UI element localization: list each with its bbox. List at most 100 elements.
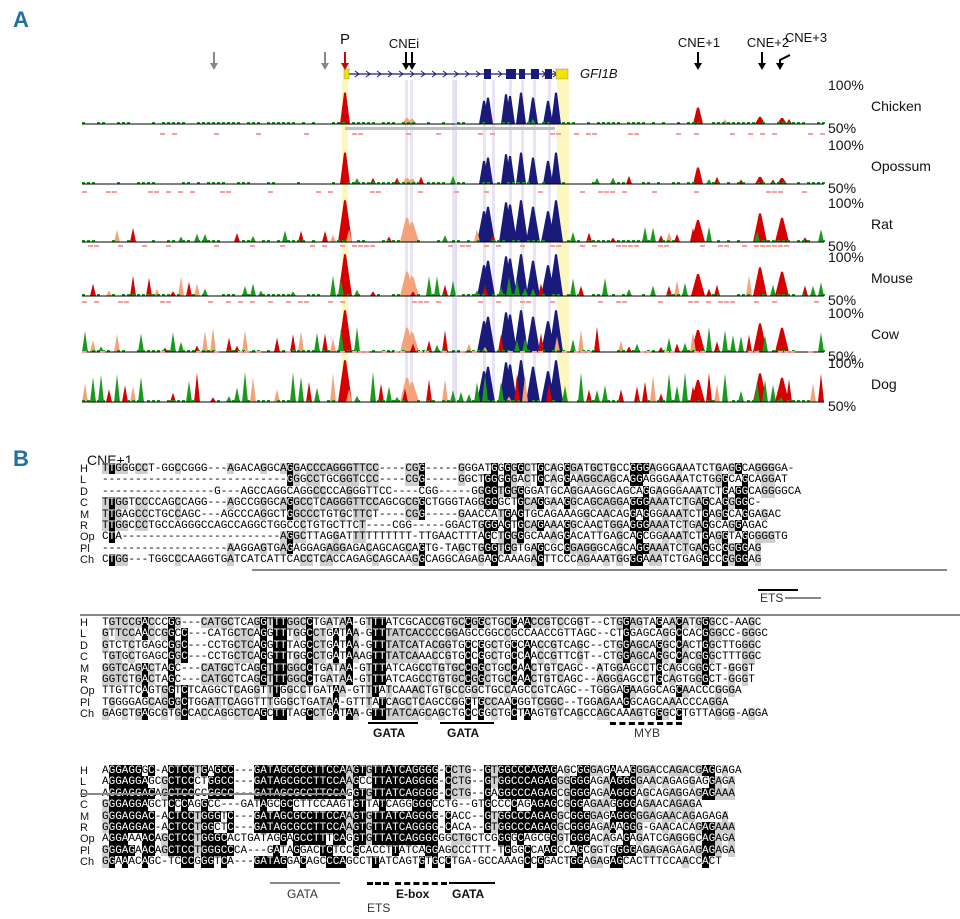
background-peak	[322, 230, 328, 242]
baseline-green	[392, 350, 395, 352]
conserved-element-tick	[418, 301, 423, 303]
background-peak	[450, 175, 456, 184]
alignment-row: H TGTCCGACCCGG---CATGCTCAGGTTTGGCCTGATAA-…	[80, 617, 934, 629]
baseline-green	[507, 400, 510, 402]
baseline-green	[117, 350, 120, 352]
baseline-green	[202, 350, 205, 352]
background-peak	[538, 332, 544, 352]
sequence-text: -------------------AAGGAGTGAGAGGAGAGGAGA…	[102, 542, 762, 555]
alignment-row: M TTGAGCCCTGCCAGC---AGCCCAGGCTGGCCCTGTGCT…	[80, 508, 934, 521]
gene-exon-3	[531, 69, 539, 79]
background-peak	[202, 233, 208, 242]
ets-grey-bar	[785, 597, 821, 599]
conservation-peak	[514, 200, 528, 242]
baseline-green	[82, 182, 85, 184]
baseline-green	[572, 240, 575, 242]
background-peak	[98, 374, 104, 402]
alignment-row: R GGGAGGAC-ACTCCTGGCTC---GATAGCGCCTTCCAAG…	[80, 822, 934, 834]
baseline-green	[217, 240, 220, 242]
background-peak	[522, 338, 528, 352]
alignment-row: Pl GGGAGAACAGCTCCTGGGCCCA---GATAGGACTCTCC…	[80, 844, 934, 857]
baseline-green	[232, 400, 235, 402]
gene-direction-chevron	[442, 70, 448, 78]
sequence-text: TTGGCCCTGCCAGGGCCAGCCAGGCTGGCCCTGTGCTTCT…	[102, 520, 768, 532]
baseline-green	[652, 294, 655, 296]
conserved-element-tick	[256, 351, 261, 353]
marker-cne3: CNE+3	[785, 30, 827, 45]
baseline-green	[727, 240, 730, 242]
baseline-green	[262, 400, 265, 402]
conservation-peak	[503, 258, 517, 296]
conserved-element-tick	[628, 133, 633, 135]
baseline-green	[182, 182, 185, 184]
background-peak	[498, 334, 504, 352]
baseline-green	[152, 122, 155, 124]
baseline-green	[617, 182, 620, 184]
baseline-green	[432, 182, 435, 184]
baseline-green	[822, 350, 825, 352]
conserved-element-tick	[586, 351, 591, 353]
baseline-green	[592, 182, 595, 184]
baseline-green	[102, 122, 105, 124]
baseline-green	[172, 240, 175, 242]
gene-direction-chevron	[475, 70, 481, 78]
species-code: M	[80, 810, 90, 823]
conserved-element-tick	[694, 301, 699, 303]
background-peak	[130, 275, 136, 296]
baseline-green	[192, 294, 195, 296]
conserved-element-tick	[622, 301, 627, 303]
baseline-green	[657, 400, 660, 402]
block3-span-line	[80, 793, 350, 795]
background-peak	[722, 373, 728, 402]
baseline-green	[222, 122, 225, 124]
baseline-green	[312, 122, 315, 124]
background-peak	[274, 337, 280, 352]
background-peak	[82, 383, 88, 402]
background-peak	[466, 393, 472, 402]
baseline-green	[202, 122, 205, 124]
conserved-element-tick	[664, 351, 669, 353]
conserved-element-tick	[556, 245, 561, 247]
baseline-green	[732, 122, 735, 124]
baseline-green	[142, 350, 145, 352]
gata-grey-bar	[270, 882, 340, 884]
gene-direction-chevron	[409, 70, 415, 78]
baseline-green	[797, 400, 800, 402]
baseline-green	[167, 240, 170, 242]
baseline-green	[527, 182, 530, 184]
background-peak	[242, 285, 248, 296]
grey-arrow-1-head	[210, 63, 218, 70]
baseline-green	[452, 350, 455, 352]
baseline-green	[412, 182, 415, 184]
baseline-green	[267, 182, 270, 184]
conserved-element-tick	[82, 351, 87, 353]
baseline-green	[392, 400, 395, 402]
baseline-green	[372, 182, 375, 184]
baseline-green	[152, 400, 155, 402]
species-code: C	[80, 799, 88, 812]
alignment-row: Op TTGTTCAGTGGTCTCAGGCTCAGGTTTGGCCTGATAA-…	[80, 685, 934, 698]
baseline-green	[212, 240, 215, 242]
baseline-green	[307, 350, 310, 352]
baseline-green	[517, 294, 520, 296]
alignment-row: Pl -------------------AAGGAGTGAGAGGAGAGGA…	[80, 542, 934, 555]
baseline-green	[442, 400, 445, 402]
baseline-green	[217, 400, 220, 402]
conserved-element-tick	[328, 191, 333, 193]
conservation-peak	[543, 160, 553, 184]
baseline-green	[567, 122, 570, 124]
baseline-green	[237, 122, 240, 124]
baseline-green	[197, 240, 200, 242]
conserved-element-tick	[598, 191, 603, 193]
baseline-green	[157, 400, 160, 402]
baseline-green	[322, 350, 325, 352]
baseline-green	[147, 182, 150, 184]
gene-3utr	[555, 68, 569, 80]
baseline-green	[722, 122, 725, 124]
pct-bottom-opossum: 50%	[828, 180, 856, 196]
conserved-element-tick	[352, 351, 357, 353]
baseline-green	[482, 182, 485, 184]
baseline-green	[187, 240, 190, 242]
baseline-green	[762, 182, 765, 184]
